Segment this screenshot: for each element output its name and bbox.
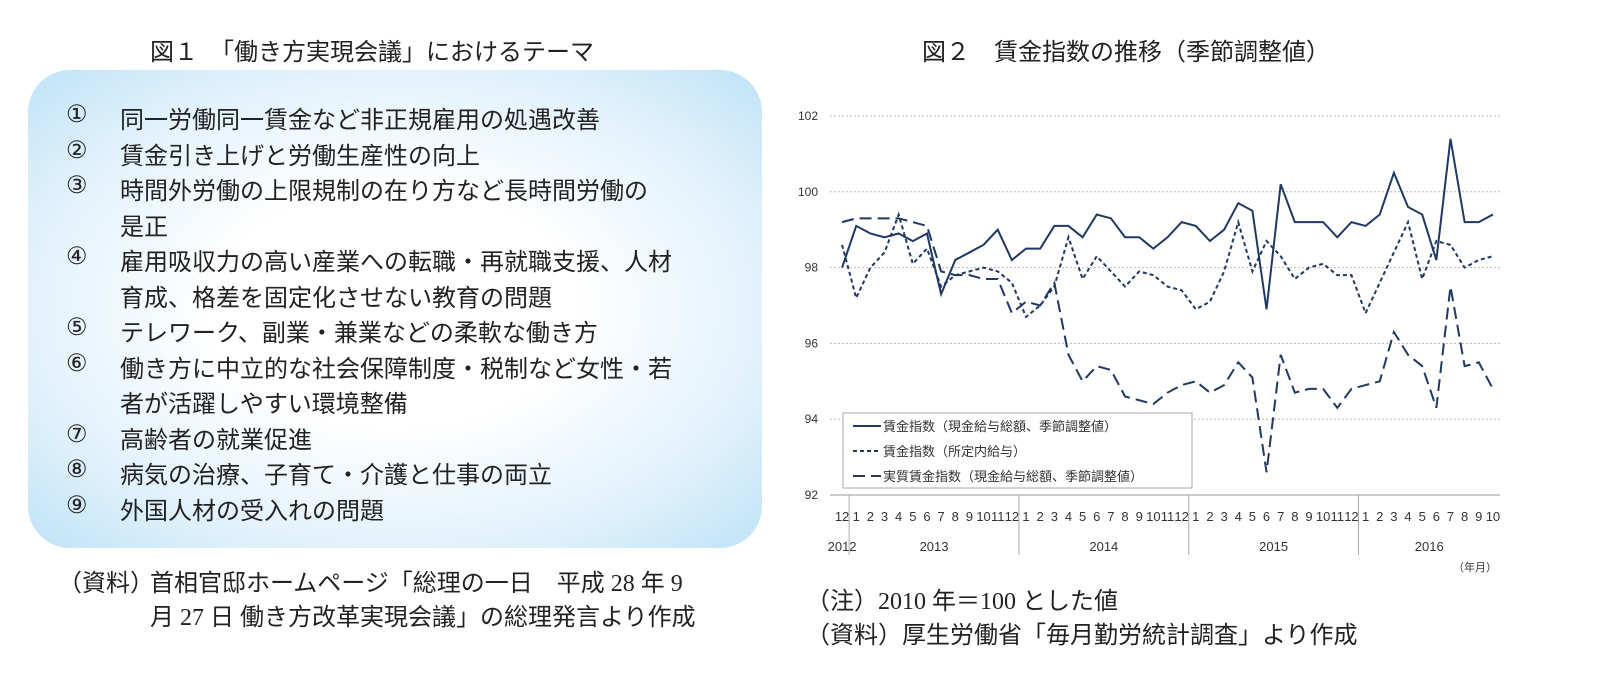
- x-tick-label: 3: [1051, 509, 1058, 524]
- x-tick-label: 2: [867, 509, 874, 524]
- item-text: 外国人材の受入れの問題: [120, 498, 384, 525]
- legend-box: [842, 412, 1193, 489]
- x-tick-label: 1: [1362, 509, 1369, 524]
- x-tick-label: 1: [853, 509, 860, 524]
- x-tick-label: 9: [1136, 509, 1143, 524]
- source-line: 首相官邸ホームページ「総理の一日 平成 28 年 9: [150, 571, 683, 597]
- year-label: 2014: [1089, 539, 1118, 554]
- year-label: 2016: [1415, 539, 1444, 554]
- item-text: 雇用吸収力の高い産業への転職・再就職支援、人材: [120, 250, 672, 276]
- legend-label: 実質賃金指数（現金給与総額、季節調整値）: [883, 469, 1143, 484]
- item-number: ④: [66, 244, 88, 270]
- x-tick-label: 6: [1433, 509, 1440, 524]
- year-label: 2013: [920, 539, 949, 554]
- item-text: 病気の治療、子育て・介護と仕事の両立: [120, 463, 552, 489]
- x-tick-label: 5: [1079, 509, 1086, 524]
- item-text: 是正: [120, 214, 168, 241]
- x-tick-label: 11: [991, 509, 1005, 524]
- x-tick-label: 4: [1065, 509, 1072, 524]
- legend-label: 賃金指数（所定内給与）: [883, 444, 1026, 459]
- item-number: ②: [66, 137, 88, 164]
- item-text: 同一労働同一賃金など非正規雇用の処遇改善: [120, 108, 600, 134]
- series-line: [841, 217, 1494, 473]
- y-tick-label: 102: [798, 109, 818, 123]
- item-number: ⑧: [66, 457, 88, 483]
- x-tick-label: 7: [1277, 509, 1284, 524]
- source-label: （資料）: [58, 571, 154, 597]
- y-tick-label: 96: [805, 336, 819, 350]
- x-tick-label: 10: [976, 509, 990, 524]
- x-tick-label: 9: [1475, 509, 1482, 524]
- x-tick-label: 6: [1263, 509, 1270, 524]
- item-number: ⑥: [66, 350, 88, 377]
- x-tick-label: 9: [966, 509, 973, 524]
- note: （資料）厚生労働省「毎月勤労統計調査」より作成: [806, 623, 1358, 649]
- item-number: ⑦: [66, 421, 88, 448]
- x-tick-label: 2: [1376, 509, 1383, 524]
- x-tick-label: 7: [1107, 509, 1114, 524]
- x-tick-label: 3: [1220, 509, 1227, 524]
- x-tick-label: 4: [1235, 509, 1242, 524]
- x-tick-label: 1: [1192, 509, 1199, 524]
- x-tick-label: 8: [952, 509, 959, 524]
- x-tick-label: 2: [1037, 509, 1044, 524]
- x-tick-label: 12: [1344, 509, 1358, 524]
- x-tick-label: 5: [1249, 509, 1256, 524]
- x-tick-label: 10: [1146, 509, 1160, 524]
- theme-box: [28, 70, 762, 548]
- x-tick-label: 4: [895, 509, 902, 524]
- note: （注）2010 年＝100 とした値: [806, 589, 1118, 615]
- item-number: ①: [66, 102, 88, 128]
- source-line: 月 27 日 働き方改革実現会議」の総理発言より作成: [150, 605, 696, 631]
- x-tick-label: 5: [1419, 509, 1426, 524]
- y-tick-label: 94: [805, 412, 819, 426]
- x-tick-label: 7: [1447, 509, 1454, 524]
- x-tick-label: 12: [835, 509, 849, 524]
- item-number: ③: [66, 173, 88, 199]
- figure-title: 図１ 「働き方実現会議」におけるテーマ: [150, 40, 594, 66]
- x-tick-label: 9: [1305, 509, 1312, 524]
- year-label: 2012: [828, 539, 857, 554]
- x-tick-label: 7: [937, 509, 944, 524]
- x-tick-label: 11: [1331, 509, 1345, 524]
- y-tick-label: 92: [805, 488, 819, 502]
- x-tick-label: 5: [909, 509, 916, 524]
- x-tick-label: 4: [1404, 509, 1411, 524]
- x-tick-label: 12: [1005, 509, 1019, 524]
- x-tick-label: 3: [881, 509, 888, 524]
- x-tick-label: 6: [1093, 509, 1100, 524]
- item-text: 働き方に中立的な社会保障制度・税制など女性・若: [120, 356, 672, 383]
- x-tick-label: 2: [1206, 509, 1213, 524]
- x-tick-label: 6: [923, 509, 930, 524]
- x-tick-label: 8: [1291, 509, 1298, 524]
- item-text: 賃金引き上げと労働生産性の向上: [120, 143, 480, 170]
- x-tick-label: 8: [1121, 509, 1128, 524]
- x-tick-label: 12: [1174, 509, 1188, 524]
- x-tick-label: 10: [1316, 509, 1330, 524]
- y-tick-label: 98: [805, 261, 819, 275]
- series-line: [841, 211, 1494, 319]
- item-text: 者が活躍しやすい環境整備: [120, 392, 408, 418]
- x-tick-label: 10: [1486, 509, 1500, 524]
- item-text: 育成、格差を固定化させない教育の問題: [120, 285, 552, 312]
- item-text: 時間外労働の上限規制の在り方など長時間労働の: [120, 179, 648, 205]
- x-tick-label: 3: [1390, 509, 1397, 524]
- x-unit: （年月）: [1453, 560, 1497, 574]
- year-label: 2015: [1259, 539, 1288, 554]
- x-tick-label: 11: [1161, 509, 1175, 524]
- item-text: 高齢者の就業促進: [120, 427, 312, 454]
- item-number: ⑤: [66, 315, 88, 341]
- chart-title: 図２ 賃金指数の推移（季節調整値）: [922, 40, 1330, 66]
- x-tick-label: 1: [1022, 509, 1029, 524]
- item-text: テレワーク、副業・兼業などの柔軟な働き方: [120, 321, 598, 347]
- legend-label: 賃金指数（現金給与総額、季節調整値）: [883, 419, 1117, 434]
- series-line: [841, 138, 1494, 310]
- x-tick-label: 8: [1461, 509, 1468, 524]
- y-tick-label: 100: [798, 185, 818, 199]
- item-number: ⑨: [66, 492, 88, 519]
